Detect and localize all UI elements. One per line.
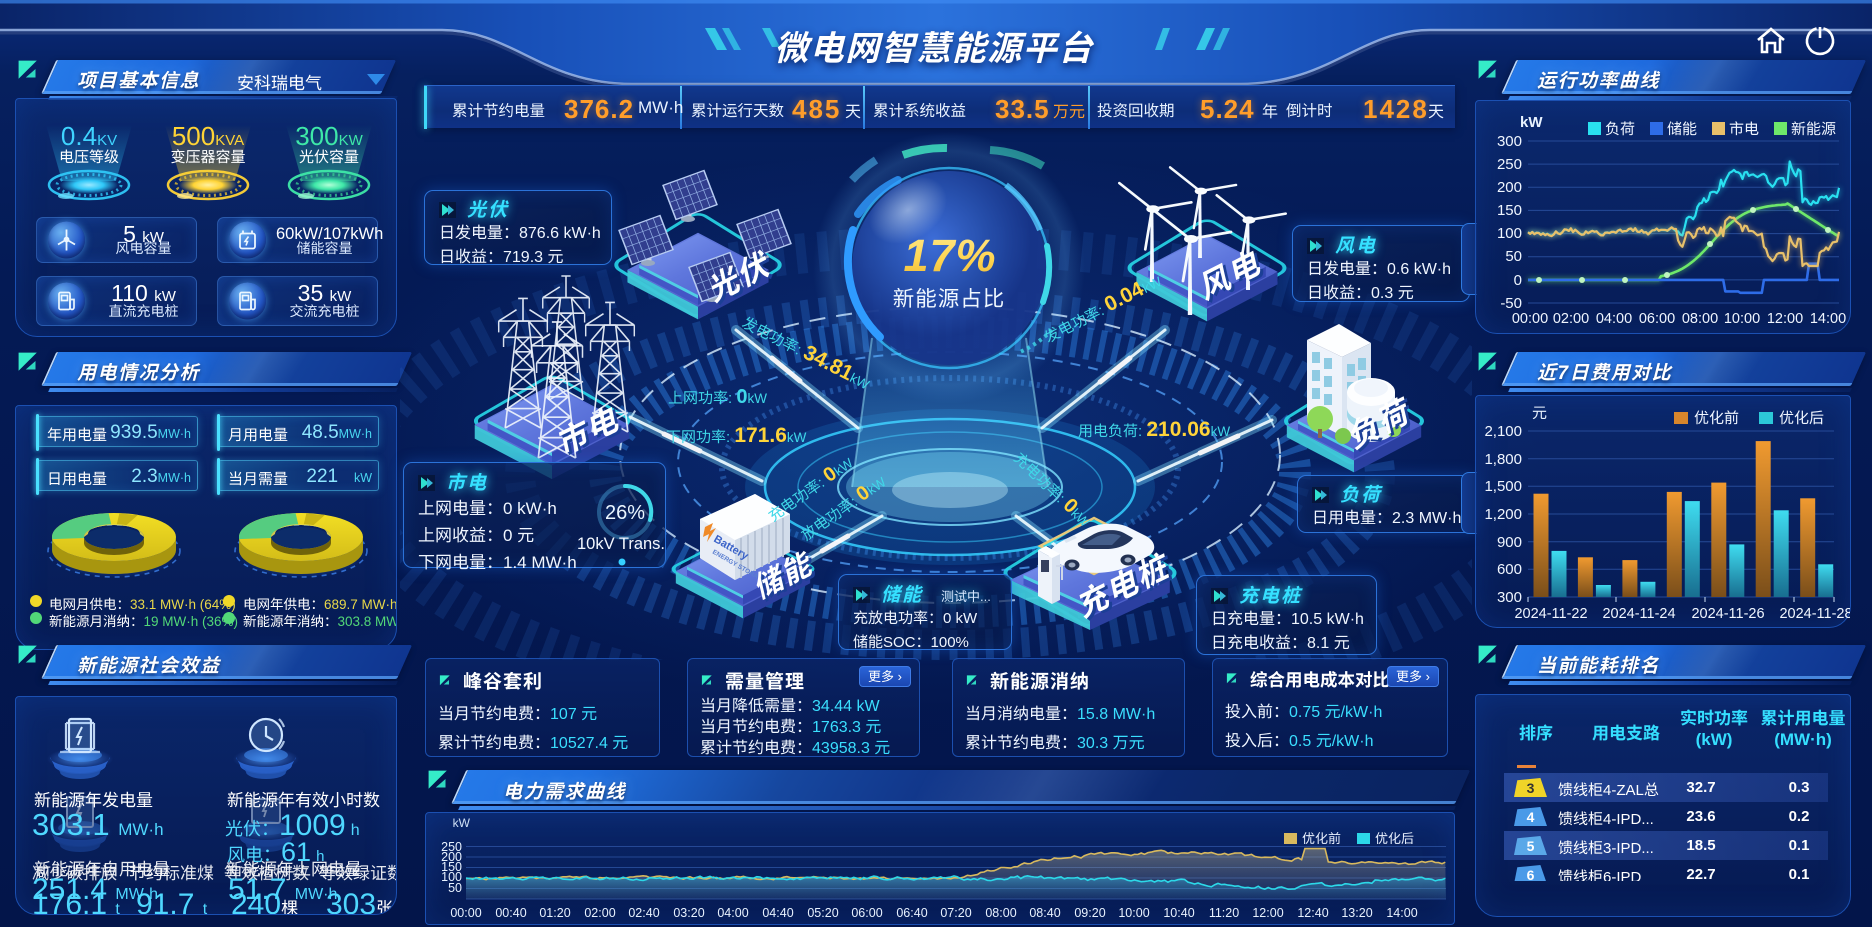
svg-text:250: 250	[1497, 156, 1522, 173]
svg-text:元: 元	[1532, 405, 1547, 422]
svg-text:05:20: 05:20	[807, 906, 838, 920]
svg-text:12:00: 12:00	[1767, 311, 1803, 327]
svg-text:03:20: 03:20	[673, 906, 704, 920]
svg-text:12:00: 12:00	[1252, 906, 1283, 920]
svg-text:负荷: 负荷	[1605, 121, 1635, 138]
svg-text:下网功率: 171.6kW: 下网功率: 171.6kW	[666, 424, 807, 447]
svg-text:08:00: 08:00	[985, 906, 1016, 920]
svg-text:10:00: 10:00	[1724, 311, 1760, 327]
svg-text:250: 250	[441, 840, 462, 854]
svg-text:微电网智慧能源平台: 微电网智慧能源平台	[774, 30, 1094, 68]
svg-text:150: 150	[1497, 202, 1522, 219]
svg-text:06:00: 06:00	[851, 906, 882, 920]
svg-text:900: 900	[1497, 534, 1522, 551]
svg-text:00:00: 00:00	[1512, 311, 1548, 327]
svg-text:14:00: 14:00	[1386, 906, 1417, 920]
svg-text:100: 100	[441, 870, 462, 884]
svg-text:1,200: 1,200	[1484, 506, 1522, 523]
svg-text:10kV Trans.: 10kV Trans.	[577, 535, 665, 553]
svg-text:09:20: 09:20	[1074, 906, 1105, 920]
svg-text:1,800: 1,800	[1484, 451, 1522, 468]
svg-text:2024-11-22: 2024-11-22	[1514, 606, 1587, 622]
svg-text:150: 150	[441, 860, 462, 874]
svg-text:17%: 17%	[903, 230, 996, 281]
svg-text:优化前: 优化前	[1694, 410, 1739, 427]
svg-text:kW: kW	[453, 816, 471, 830]
svg-text:1,500: 1,500	[1484, 478, 1522, 495]
svg-text:市电: 市电	[1729, 121, 1759, 138]
svg-text:08:40: 08:40	[1029, 906, 1060, 920]
svg-text:04:00: 04:00	[717, 906, 748, 920]
svg-text:14:00: 14:00	[1810, 311, 1846, 327]
svg-text:600: 600	[1497, 561, 1522, 578]
svg-text:300: 300	[1497, 589, 1522, 606]
svg-text:00:00: 00:00	[450, 906, 481, 920]
svg-text:04:00: 04:00	[1596, 311, 1632, 327]
svg-text:优化前: 优化前	[1302, 831, 1341, 846]
svg-text:新能源: 新能源	[1791, 121, 1836, 138]
svg-text:13:20: 13:20	[1341, 906, 1372, 920]
svg-text:12:40: 12:40	[1297, 906, 1328, 920]
svg-text:02:00: 02:00	[584, 906, 615, 920]
svg-text:2,100: 2,100	[1484, 423, 1522, 440]
svg-text:50: 50	[448, 881, 462, 895]
svg-text:上网功率: 0kW: 上网功率: 0kW	[668, 386, 767, 408]
svg-text:新能源占比: 新能源占比	[893, 287, 1006, 311]
svg-text:10:00: 10:00	[1118, 906, 1149, 920]
svg-text:50: 50	[1505, 248, 1522, 265]
svg-text:2024-11-24: 2024-11-24	[1602, 606, 1675, 622]
svg-text:2024-11-26: 2024-11-26	[1691, 606, 1764, 622]
svg-text:08:00: 08:00	[1682, 311, 1718, 327]
svg-text:优化后: 优化后	[1375, 831, 1414, 846]
svg-text:300: 300	[1497, 133, 1522, 150]
svg-text:11:20: 11:20	[1209, 906, 1239, 920]
svg-text:02:40: 02:40	[628, 906, 659, 920]
svg-text:0: 0	[1514, 272, 1522, 289]
svg-text:200: 200	[441, 850, 462, 864]
svg-text:200: 200	[1497, 179, 1522, 196]
svg-text:-50: -50	[1500, 295, 1522, 312]
svg-text:储能: 储能	[1667, 121, 1697, 138]
svg-text:100: 100	[1497, 225, 1522, 242]
svg-text:用电负荷: 210.06kW: 用电负荷: 210.06kW	[1078, 418, 1230, 441]
svg-text:04:40: 04:40	[762, 906, 793, 920]
svg-text:优化后: 优化后	[1779, 410, 1824, 427]
svg-text:kW: kW	[1520, 114, 1543, 131]
svg-text:07:20: 07:20	[940, 906, 971, 920]
svg-text:06:00: 06:00	[1639, 311, 1675, 327]
svg-text:26%: 26%	[605, 502, 645, 524]
svg-text:2024-11-28: 2024-11-28	[1779, 606, 1850, 622]
svg-text:06:40: 06:40	[896, 906, 927, 920]
svg-text:02:00: 02:00	[1553, 311, 1589, 327]
svg-text:10:40: 10:40	[1163, 906, 1194, 920]
svg-text:00:40: 00:40	[495, 906, 526, 920]
svg-text:01:20: 01:20	[539, 906, 570, 920]
